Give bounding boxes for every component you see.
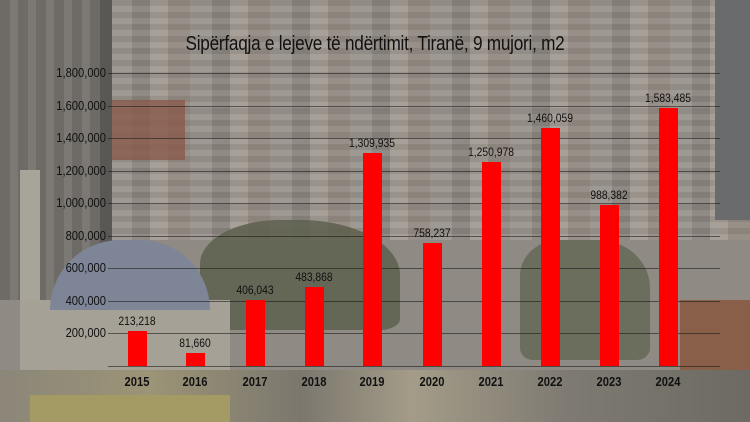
x-axis-baseline: [108, 366, 720, 367]
value-label: 406,043: [236, 283, 274, 297]
gridline: [108, 268, 720, 269]
value-label: 758,237: [413, 226, 451, 240]
y-tick-label: 1,800,000: [56, 65, 106, 80]
x-tick-label: 2017: [242, 374, 268, 389]
y-tick-label: 200,000: [65, 325, 106, 340]
background-yellow-building: [30, 395, 230, 422]
x-tick-label: 2016: [182, 374, 208, 389]
y-tick-label: 1,600,000: [56, 98, 106, 113]
gridline: [108, 301, 720, 302]
y-tick-label: 800,000: [65, 228, 106, 243]
background-red-building: [105, 100, 185, 160]
x-tick-label: 2019: [359, 374, 385, 389]
value-label: 988,382: [590, 188, 628, 202]
bar-2015: [127, 331, 147, 366]
bar-2019: [362, 153, 382, 366]
x-tick-label: 2020: [419, 374, 445, 389]
gridline: [108, 138, 720, 139]
bar-2024: [658, 108, 678, 366]
gridline: [108, 171, 720, 172]
bar-2017: [245, 300, 265, 366]
x-tick-label: 2015: [124, 374, 150, 389]
gridline: [108, 203, 720, 204]
background-minaret: [20, 170, 40, 310]
background-tower-edge: [100, 0, 112, 300]
background-right-building: [715, 0, 750, 220]
value-label: 483,868: [295, 270, 333, 284]
y-tick-label: 1,400,000: [56, 130, 106, 145]
bar-2020: [422, 243, 442, 366]
x-tick-label: 2022: [537, 374, 563, 389]
value-label: 213,218: [118, 314, 156, 328]
bar-2023: [599, 205, 619, 366]
gridline: [108, 333, 720, 334]
gridline: [108, 106, 720, 107]
value-label: 1,460,059: [527, 111, 573, 125]
value-label: 1,250,978: [468, 145, 514, 159]
x-tick-label: 2021: [478, 374, 504, 389]
y-tick-label: 600,000: [65, 260, 106, 275]
background-buildings: [110, 0, 750, 240]
y-tick-label: 1,200,000: [56, 163, 106, 178]
x-tick-label: 2018: [301, 374, 327, 389]
y-tick-label: 1,000,000: [56, 195, 106, 210]
value-label: 1,583,485: [645, 91, 691, 105]
chart-title: Sipërfaqja e lejeve të ndërtimit, Tiranë…: [185, 33, 565, 55]
bar-2022: [540, 128, 560, 366]
value-label: 1,309,935: [349, 136, 395, 150]
y-tick-label: 400,000: [65, 293, 106, 308]
x-tick-label: 2024: [655, 374, 681, 389]
gridline: [108, 236, 720, 237]
x-tick-label: 2023: [596, 374, 622, 389]
bar-2018: [304, 287, 324, 366]
bar-2021: [481, 162, 501, 366]
value-label: 81,660: [179, 336, 211, 350]
gridline: [108, 73, 720, 74]
bar-2016: [185, 353, 205, 366]
